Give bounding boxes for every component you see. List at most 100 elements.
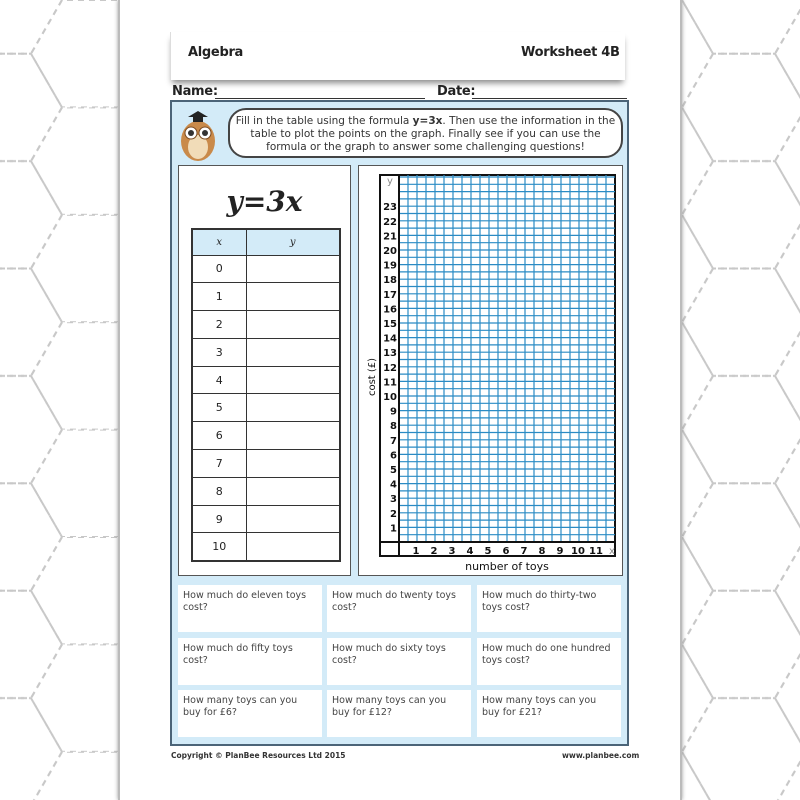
- y-axis-label: cost (£): [367, 358, 378, 396]
- question-card: How many toys can you buy for £6?: [178, 690, 322, 737]
- name-field[interactable]: [215, 98, 425, 99]
- x-value-cell: 7: [191, 449, 247, 478]
- y-value-input-cell[interactable]: [245, 449, 341, 478]
- y-tick-label: 18: [383, 275, 397, 286]
- x-value-cell: 5: [191, 393, 247, 423]
- copyright-text: Copyright © PlanBee Resources Ltd 2015: [171, 751, 346, 760]
- x-value-cell: 0: [191, 254, 247, 284]
- question-card: How many toys can you buy for £12?: [327, 690, 471, 737]
- table-row: 3: [191, 337, 341, 367]
- table-row: 10: [191, 532, 341, 562]
- y-value-input-cell[interactable]: [245, 254, 341, 284]
- y-value-input-cell[interactable]: [245, 310, 341, 339]
- website-link[interactable]: www.planbee.com: [562, 751, 640, 760]
- instructions-text: Fill in the table using the formula: [235, 115, 413, 127]
- question-card: How much do one hundred toys cost?: [477, 638, 621, 685]
- y-value-input-cell[interactable]: [245, 365, 341, 395]
- table-row: 8: [191, 476, 341, 506]
- table-row: 6: [191, 421, 341, 451]
- y-tick-label: 17: [383, 290, 397, 301]
- y-tick-label: 13: [383, 348, 397, 359]
- y-tick-label: 19: [383, 261, 397, 272]
- x-axis-label: number of toys: [465, 560, 549, 573]
- x-axis-letter: x: [609, 546, 615, 557]
- x-value-cell: 3: [191, 337, 247, 367]
- y-tick-label: 3: [390, 494, 397, 505]
- table-row: 7: [191, 449, 341, 478]
- x-tick-label: 4: [467, 546, 474, 557]
- y-tick-label: 9: [390, 407, 397, 418]
- x-tick-label: 1: [413, 546, 420, 557]
- y-tick-label: 1: [390, 523, 397, 534]
- x-tick-label: 5: [485, 546, 492, 557]
- question-card: How much do thirty-two toys cost?: [477, 585, 621, 632]
- owl-mascot-icon: [181, 111, 215, 161]
- x-tick-label: 2: [431, 546, 438, 557]
- worksheet-number: Worksheet 4B: [521, 45, 620, 60]
- table-row: 0: [191, 254, 341, 284]
- x-tick-label: 11: [589, 546, 603, 557]
- question-card: How much do twenty toys cost?: [327, 585, 471, 632]
- question-card: How many toys can you buy for £21?: [477, 690, 621, 737]
- x-value-cell: 4: [191, 365, 247, 395]
- y-value-input-cell[interactable]: [245, 421, 341, 451]
- y-tick-label: 4: [390, 480, 397, 491]
- y-tick-label: 7: [390, 436, 397, 447]
- instructions-formula: y=3x: [412, 115, 443, 127]
- y-header: y: [245, 228, 341, 256]
- y-tick-label: 23: [383, 202, 397, 213]
- subject-title: Algebra: [188, 45, 244, 60]
- x-tick-label: 10: [571, 546, 585, 557]
- date-label: Date:: [437, 84, 476, 99]
- x-header: x: [191, 228, 247, 256]
- y-tick-label: 10: [383, 392, 397, 403]
- x-value-cell: 9: [191, 504, 247, 534]
- y-tick-label: 8: [390, 421, 397, 432]
- x-tick-label: 8: [539, 546, 546, 557]
- date-field[interactable]: [472, 98, 627, 99]
- x-value-cell: 1: [191, 282, 247, 312]
- y-tick-label: 21: [383, 231, 397, 242]
- y-value-input-cell[interactable]: [245, 282, 341, 312]
- worksheet-header: Algebra Worksheet 4B: [170, 32, 625, 80]
- x-tick-label: 3: [449, 546, 456, 557]
- y-value-input-cell[interactable]: [245, 393, 341, 423]
- y-tick-label: 6: [390, 450, 397, 461]
- y-tick-label: 11: [383, 377, 397, 388]
- formula-title: y=3x: [226, 185, 303, 218]
- y-tick-label: 5: [390, 465, 397, 476]
- x-value-cell: 6: [191, 421, 247, 451]
- x-value-cell: 10: [191, 532, 247, 562]
- y-tick-label: 15: [383, 319, 397, 330]
- instructions-speech-bubble: Fill in the table using the formula y=3x…: [228, 108, 623, 158]
- question-card: How much do fifty toys cost?: [178, 638, 322, 685]
- x-tick-label: 9: [557, 546, 564, 557]
- x-tick-label: 7: [521, 546, 528, 557]
- instructions-text-continued: . Then use the information in the table …: [250, 115, 616, 153]
- x-value-cell: 8: [191, 476, 247, 506]
- name-label: Name:: [172, 84, 218, 99]
- y-value-input-cell[interactable]: [245, 476, 341, 506]
- y-tick-label: 16: [383, 304, 397, 315]
- y-value-input-cell[interactable]: [245, 504, 341, 534]
- table-row: 1: [191, 282, 341, 312]
- y-axis-letter: y: [387, 176, 393, 187]
- y-tick-label: 20: [383, 246, 397, 257]
- y-tick-label: 14: [383, 334, 397, 345]
- table-row: 9: [191, 504, 341, 534]
- y-tick-label: 12: [383, 363, 397, 374]
- question-card: How much do eleven toys cost?: [178, 585, 322, 632]
- x-value-cell: 2: [191, 310, 247, 339]
- y-value-input-cell[interactable]: [245, 532, 341, 562]
- table-row: 5: [191, 393, 341, 423]
- y-tick-label: 2: [390, 509, 397, 520]
- table-row: 2: [191, 310, 341, 339]
- y-tick-label: 22: [383, 217, 397, 228]
- coordinate-grid[interactable]: 1 2 3 4 5 6 7 8 9 10 11123456789101112131415161718…: [358, 165, 623, 576]
- question-card: How much do sixty toys cost?: [327, 638, 471, 685]
- y-value-input-cell[interactable]: [245, 337, 341, 367]
- table-row: 4: [191, 365, 341, 395]
- x-tick-label: 6: [503, 546, 510, 557]
